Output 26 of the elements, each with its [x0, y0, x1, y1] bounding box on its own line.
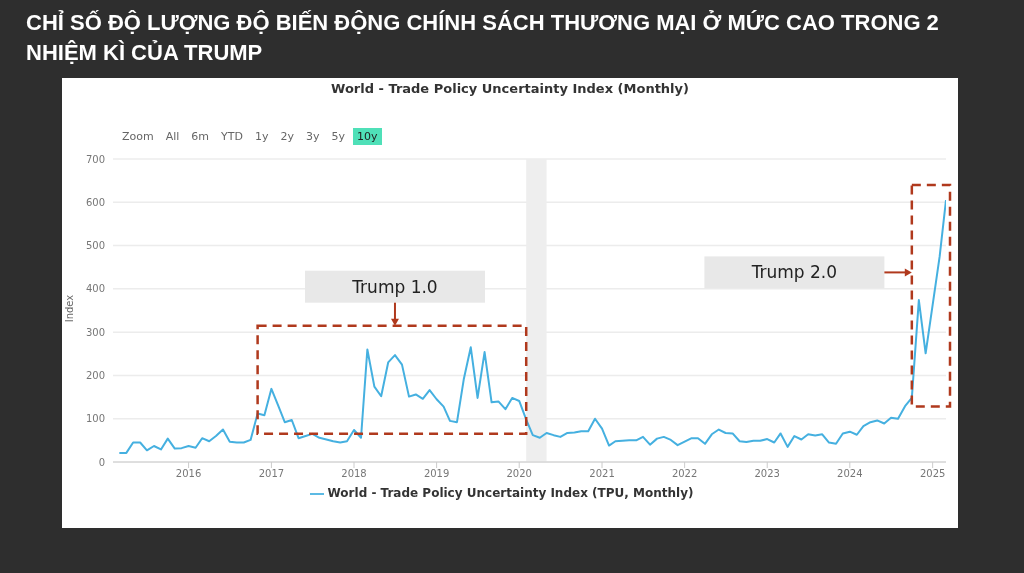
x-tick-label: 2023 [754, 468, 780, 480]
y-tick-label: 400 [85, 283, 105, 295]
y-tick-label: 200 [85, 369, 105, 381]
range-selector: Zoom All 6m YTD 1y 2y 3y 5y 10y [118, 128, 382, 145]
x-tick-label: 2019 [423, 468, 450, 480]
chart-subtitle: World - Trade Policy Uncertainty Index (Monthly) [330, 81, 690, 96]
y-tick-label: 500 [85, 240, 105, 252]
x-tick-label: 2021 [589, 468, 615, 480]
x-tick-label: 2017 [258, 468, 285, 480]
y-tick-label: 300 [85, 326, 105, 338]
line-series [118, 199, 946, 454]
y-tick-label: 700 [85, 153, 105, 165]
annotation: Trump 1.0 [351, 276, 438, 297]
x-tick-label: 2016 [175, 468, 202, 480]
x-tick-label: 2022 [671, 468, 698, 480]
y-tick-label: 100 [85, 413, 105, 425]
chart-title: CHỈ SỐ ĐỘ LƯỢNG ĐỘ BIẾN ĐỘNG CHÍNH SÁCH THƯƠNG MẠI Ở MỨC CAO TRONG 2 NHIỆM KÌ CỦA TRUMP [26, 9, 940, 67]
legend-label: World - Trade Policy Uncertainty Index (TPU, Monthly) [327, 486, 694, 500]
y-tick-label: 600 [85, 196, 105, 208]
x-tick-label: 2020 [506, 468, 532, 480]
y-axis-title: Index [64, 294, 76, 322]
x-tick-label: 2018 [341, 468, 367, 480]
y-tick-label: 0 [98, 456, 105, 468]
x-tick-label: 2025 [919, 468, 946, 480]
annotation: Trump 2.0 [750, 262, 838, 283]
x-tick-label: 2024 [837, 468, 863, 480]
